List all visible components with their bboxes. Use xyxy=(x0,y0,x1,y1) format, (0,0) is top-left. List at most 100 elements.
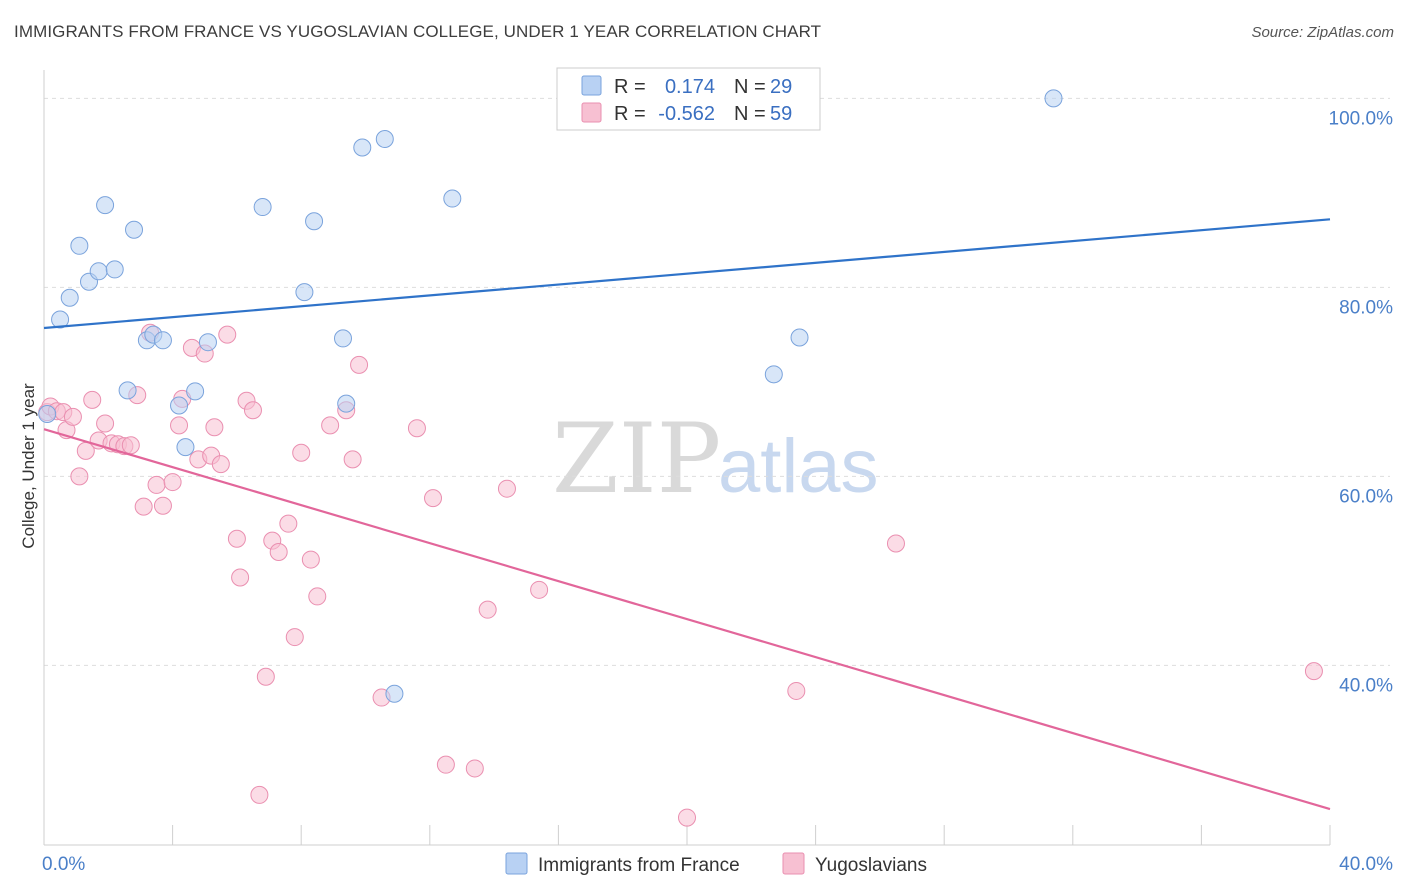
france-point-25 xyxy=(443,189,462,208)
y-tick-label-0: 100.0% xyxy=(1329,108,1394,129)
series-immigrants-from-france xyxy=(38,89,1063,703)
x-tick-label-0: 0.0% xyxy=(42,854,85,875)
france-point-8 xyxy=(118,381,137,400)
yugoslavians-point-5 xyxy=(63,407,82,426)
yugoslavians-point-18 xyxy=(147,475,166,494)
yugoslavians-point-52 xyxy=(478,600,497,619)
yugoslavians-point-55 xyxy=(678,808,696,827)
bottom-legend-swatch-blue xyxy=(505,852,528,875)
yugoslavians-point-8 xyxy=(83,390,102,409)
legend-n-value-pink: 59 xyxy=(770,103,792,125)
bottom-legend: Immigrants from France Yugoslavians xyxy=(505,852,927,876)
yugoslavians-point-19 xyxy=(153,496,172,515)
france-point-2 xyxy=(60,288,79,307)
yugoslavians-point-41 xyxy=(301,550,320,569)
chart-title: IMMIGRANTS FROM FRANCE VS YUGOSLAVIAN CO… xyxy=(14,22,822,41)
yugoslavians-point-30 xyxy=(227,529,246,548)
yugoslavians-point-21 xyxy=(170,416,189,435)
yugoslavians-point-45 xyxy=(343,450,362,469)
france-point-3 xyxy=(70,236,89,255)
legend-r-value-blue: 0.174 xyxy=(665,76,715,98)
france-point-22 xyxy=(353,138,372,157)
y-tick-label-2: 60.0% xyxy=(1339,486,1393,507)
bottom-legend-swatch-pink xyxy=(782,852,805,875)
yugoslavians-point-29 xyxy=(218,325,237,344)
france-point-7 xyxy=(105,260,124,279)
chart-source: Source: ZipAtlas.com xyxy=(1251,24,1394,41)
yugoslavians-point-28 xyxy=(211,455,230,474)
yugoslavians-point-40 xyxy=(292,443,311,462)
yugoslavians-point-10 xyxy=(96,414,115,433)
yugoslavians-point-16 xyxy=(134,497,153,516)
y-axis-label: College, Under 1 year xyxy=(19,383,38,549)
france-point-28 xyxy=(1044,89,1063,108)
yugoslavians-point-48 xyxy=(407,419,426,438)
legend-swatch-blue xyxy=(581,75,602,96)
legend-n-value-blue: 29 xyxy=(770,76,792,98)
yugoslavians-point-38 xyxy=(279,514,298,533)
legend-r-value-pink: -0.562 xyxy=(658,103,715,125)
y-tick-label-3: 40.0% xyxy=(1339,675,1393,696)
yugoslavians-point-20 xyxy=(163,473,182,492)
legend: R = 0.174 N = 29 R = -0.562 N = 59 xyxy=(556,67,821,131)
watermark-zip: ZIP xyxy=(552,403,721,515)
yugoslavians-point-49 xyxy=(424,489,443,508)
yugoslavians-point-50 xyxy=(436,755,455,774)
france-point-14 xyxy=(176,438,195,457)
yugoslavians-point-58 xyxy=(1304,662,1323,681)
yugoslavians-point-43 xyxy=(321,416,340,435)
france-point-16 xyxy=(198,333,217,352)
yugoslavians-point-6 xyxy=(70,467,89,486)
france-point-19 xyxy=(305,212,324,231)
trend-line-france xyxy=(43,218,1331,330)
series-yugoslavians xyxy=(38,323,1323,827)
france-point-20 xyxy=(333,329,352,348)
france-point-6 xyxy=(96,196,115,215)
yugoslavians-point-35 xyxy=(256,667,275,686)
trend-line-yugoslavians xyxy=(43,428,1331,811)
france-point-17 xyxy=(253,198,272,217)
yugoslavians-point-14 xyxy=(121,436,140,455)
france-point-0 xyxy=(38,405,57,424)
x-tick-label-1: 40.0% xyxy=(1339,854,1393,875)
yugoslavians-point-39 xyxy=(285,628,304,647)
yugoslavians-point-42 xyxy=(308,587,327,606)
yugoslavians-point-53 xyxy=(497,479,516,498)
watermark-atlas: atlas xyxy=(718,424,879,509)
france-point-1 xyxy=(51,310,70,329)
bottom-legend-label-pink: Yugoslavians xyxy=(815,855,927,876)
france-point-18 xyxy=(295,283,314,302)
france-point-23 xyxy=(375,129,394,148)
france-point-5 xyxy=(89,262,108,281)
france-point-12 xyxy=(153,331,172,350)
legend-swatch-pink xyxy=(581,102,602,123)
y-tick-labels: 100.0% 80.0% 60.0% 40.0% xyxy=(1329,108,1394,696)
legend-n-label-pink: N = xyxy=(734,103,766,125)
france-point-21 xyxy=(337,394,356,413)
yugoslavians-point-54 xyxy=(530,580,549,599)
france-point-24 xyxy=(385,684,404,703)
yugoslavians-point-57 xyxy=(886,534,905,553)
france-point-15 xyxy=(186,382,205,401)
yugoslavians-point-31 xyxy=(231,568,250,587)
france-point-13 xyxy=(170,396,189,415)
yugoslavians-point-37 xyxy=(269,543,288,562)
yugoslavians-point-46 xyxy=(350,355,369,374)
trend-lines xyxy=(43,218,1331,811)
legend-r-label-pink: R = xyxy=(614,103,646,125)
legend-r-label-blue: R = xyxy=(614,76,646,98)
yugoslavians-point-51 xyxy=(465,759,484,778)
yugoslavians-point-33 xyxy=(243,401,262,420)
yugoslavians-point-34 xyxy=(250,785,269,804)
yugoslavians-point-27 xyxy=(205,418,224,437)
x-tick-labels: 0.0% 40.0% xyxy=(42,854,1393,875)
bottom-legend-label-blue: Immigrants from France xyxy=(538,855,740,876)
france-point-27 xyxy=(790,328,809,347)
legend-n-label-blue: N = xyxy=(734,76,766,98)
france-point-9 xyxy=(125,220,144,239)
axes xyxy=(43,70,1331,846)
watermark: ZIP atlas xyxy=(552,403,879,515)
france-point-26 xyxy=(764,365,783,384)
yugoslavians-point-56 xyxy=(787,681,806,700)
